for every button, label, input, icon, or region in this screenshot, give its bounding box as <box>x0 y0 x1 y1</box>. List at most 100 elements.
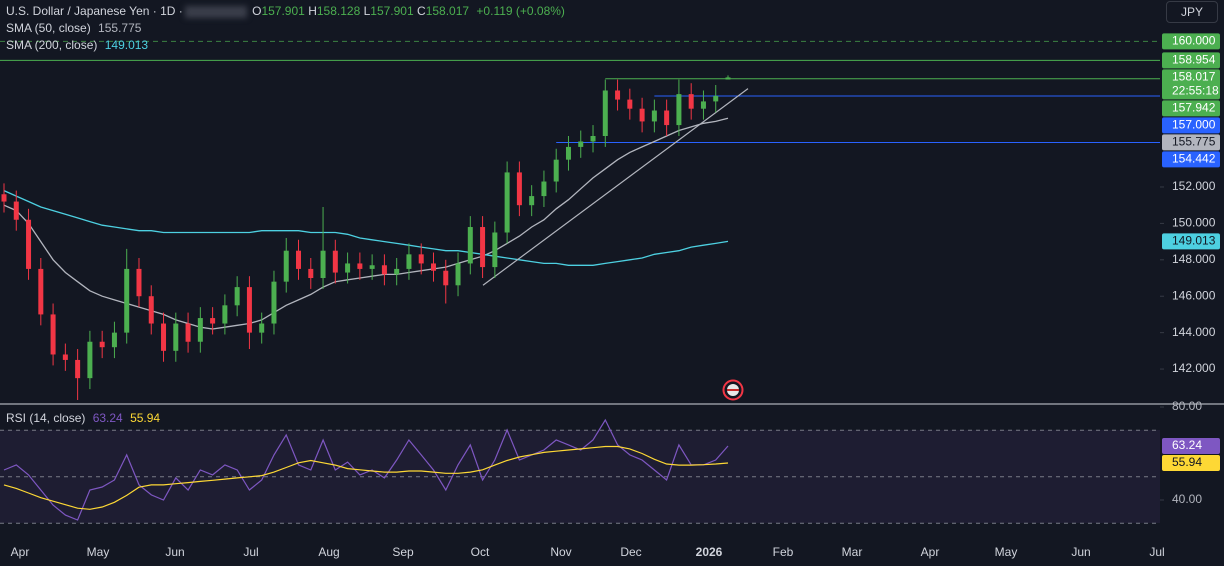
candle <box>259 312 265 344</box>
rsi-line <box>3 418 729 521</box>
candle-body <box>713 95 719 102</box>
candle-body <box>62 354 68 360</box>
price-tag: 154.442 <box>1162 151 1220 168</box>
ohlc-value: 157.901 <box>261 4 305 18</box>
candle <box>13 190 19 231</box>
candle-body <box>664 110 670 126</box>
candle-body <box>173 323 179 351</box>
candle-body <box>553 159 559 182</box>
candle-body <box>480 227 486 268</box>
price-tag-label: 154.442 <box>1172 152 1216 166</box>
candle <box>492 221 498 279</box>
candle-body <box>430 263 436 271</box>
rsi-title: RSI (14, close) <box>6 411 86 425</box>
legend-row: SMA (200, close) 149.013 <box>6 37 565 54</box>
candle <box>369 254 375 280</box>
candle <box>443 259 449 304</box>
candle-body <box>541 181 547 197</box>
candle-body <box>615 90 621 100</box>
candle <box>430 252 436 282</box>
candle-body <box>308 268 314 279</box>
x-tick-label: Dec <box>620 545 641 559</box>
candle <box>688 83 694 120</box>
price-tag-box <box>1162 437 1220 454</box>
flag-ring <box>722 379 744 401</box>
y-tick-label: 40.00 <box>1172 492 1202 506</box>
price-tag-box <box>1162 233 1220 250</box>
candle <box>173 312 179 362</box>
candle-body <box>234 287 240 306</box>
price-tag-box <box>1162 52 1220 69</box>
price-tag: 155.775 <box>1162 134 1220 151</box>
candle-body <box>38 268 44 315</box>
price-tag-box <box>1162 134 1220 151</box>
price-tag-box <box>1162 454 1220 471</box>
candle <box>124 248 130 344</box>
candle <box>455 252 461 297</box>
candle-body <box>148 296 154 324</box>
redacted <box>184 5 247 18</box>
candle <box>467 216 473 275</box>
countdown: 22:55:18 <box>1172 84 1219 98</box>
candle <box>602 79 608 147</box>
candle-body <box>197 318 203 342</box>
ohlc-letter: O <box>252 4 262 18</box>
candle <box>246 276 252 350</box>
x-tick-label: Mar <box>842 545 863 559</box>
price-tag: 63.24 <box>1162 437 1220 454</box>
price-tag: 157.000 <box>1162 117 1220 134</box>
candle <box>75 349 81 400</box>
candle-body <box>345 263 351 273</box>
x-tick-label: Apr <box>921 545 940 559</box>
sma-line <box>3 190 729 266</box>
flag-stripe <box>727 389 739 391</box>
price-tag-label: 149.013 <box>1172 234 1216 248</box>
candle <box>381 254 387 286</box>
price-tag-box <box>1162 69 1220 100</box>
ohlc-letter: L <box>363 4 371 18</box>
candle-body <box>87 341 93 379</box>
candle-body <box>688 94 694 109</box>
ohlc-value: 157.901 <box>370 4 414 18</box>
candle-body <box>529 196 535 206</box>
legend-row: U.S. Dollar / Japanese Yen · 1D · O157.9… <box>6 3 565 20</box>
candle-body <box>700 101 706 109</box>
candle <box>1 183 7 213</box>
candle <box>553 148 559 193</box>
price-tag-box <box>1162 151 1220 168</box>
candle-body <box>565 146 571 160</box>
candle <box>320 207 326 289</box>
candle-body <box>26 219 32 269</box>
candle-body <box>406 254 412 269</box>
price-tag: 160.000 <box>1162 33 1220 50</box>
legend-value: 55.94 <box>130 411 161 425</box>
rsi-line <box>3 445 729 510</box>
candle <box>529 185 535 217</box>
candle-body <box>222 305 228 324</box>
candle-body <box>124 268 130 333</box>
candle-body <box>504 172 510 233</box>
candle-body <box>627 99 633 109</box>
candle <box>504 161 510 244</box>
candle <box>210 307 216 335</box>
price-tag: 158.954 <box>1162 52 1220 69</box>
candle <box>111 321 117 359</box>
x-tick-label: Aug <box>318 545 339 559</box>
candle-body <box>13 201 19 220</box>
candle <box>283 237 289 293</box>
x-tick-label: 2026 <box>696 545 723 559</box>
x-tick-label: Jun <box>165 545 184 559</box>
x-tick-label: Sep <box>392 545 414 559</box>
currency-button[interactable]: JPY <box>1166 1 1218 23</box>
y-tick-label: 144.000 <box>1172 325 1216 339</box>
candle <box>332 239 338 284</box>
candle <box>197 307 203 353</box>
legend-value: 155.775 <box>98 21 142 35</box>
legend-row: SMA (50, close) 155.775 <box>6 20 565 37</box>
x-tick-label: Jul <box>1149 545 1164 559</box>
ohlc-value: 158.128 <box>316 4 361 18</box>
price-tag-box <box>1162 33 1220 50</box>
candle-body <box>492 232 498 268</box>
candle <box>296 239 302 280</box>
